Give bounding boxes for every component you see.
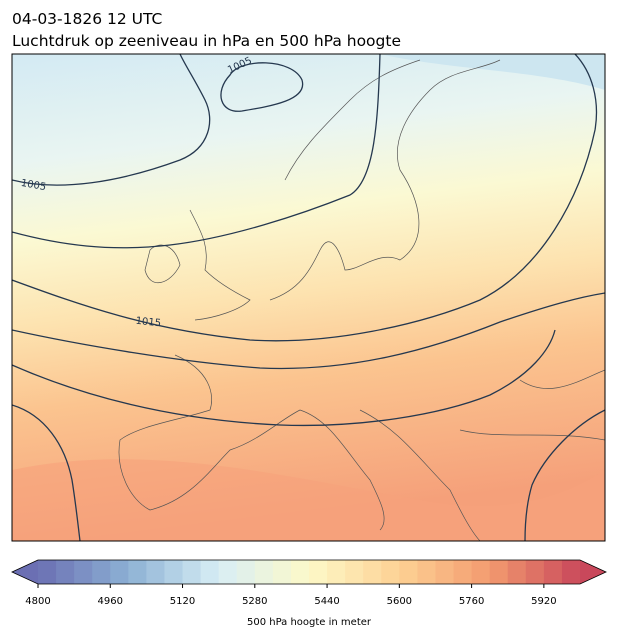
colorbar-band	[363, 560, 382, 584]
coastlines	[118, 59, 605, 541]
colorbar: 4800 4960 5120 5280 5440 5600 5760 5920	[11, 559, 607, 607]
colorbar-band	[345, 560, 364, 584]
map: 1005 1005 1015	[12, 54, 605, 541]
colorbar-band	[92, 560, 111, 584]
colorbar-band	[236, 560, 256, 584]
colorbar-band	[146, 560, 165, 584]
colorbar-band	[254, 560, 274, 584]
colorbar-band	[74, 560, 93, 584]
colorbar-band	[489, 560, 509, 584]
colorbar-tick-label: 5280	[242, 596, 267, 607]
colorbar-tick-label: 5600	[387, 596, 412, 607]
colorbar-outline	[11, 559, 607, 585]
colorbar-band	[38, 560, 57, 584]
title: 04-03-1826 12 UTC	[12, 10, 162, 28]
colorbar-band	[561, 560, 581, 584]
colorbar-tick-label: 5120	[170, 596, 195, 607]
colorbar-extend-low	[12, 560, 38, 584]
colorbar-band	[435, 560, 455, 584]
contour-label: 1005	[20, 178, 47, 193]
colorbar-band	[218, 560, 238, 584]
colorbar-label: 500 hPa hoogte in meter	[247, 617, 372, 628]
colorbar-band	[182, 560, 202, 584]
colorbar-band	[543, 560, 563, 584]
colorbar-band	[164, 560, 184, 584]
subtitle: Luchtdruk op zeeniveau in hPa en 500 hPa…	[12, 32, 401, 50]
colorbar-extend-high	[580, 560, 606, 584]
colorbar-band	[56, 560, 75, 584]
colorbar-tick-label: 5760	[459, 596, 484, 607]
colorbar-band	[381, 560, 400, 584]
colorbar-band	[290, 560, 310, 584]
colorbar-band	[525, 560, 545, 584]
colorbar-band	[110, 560, 129, 584]
isobars	[12, 54, 605, 541]
colorbar-band	[327, 560, 346, 584]
height-band	[380, 54, 605, 90]
colorbar-band	[507, 560, 527, 584]
colorbar-band	[399, 560, 418, 584]
height-band	[12, 459, 605, 541]
colorbar-band	[453, 560, 473, 584]
map-frame	[11, 53, 606, 542]
colorbar-band	[200, 560, 220, 584]
colorbar-tick-label: 5440	[314, 596, 339, 607]
colorbar-tick-label: 4800	[25, 596, 50, 607]
colorbar-band	[471, 560, 491, 584]
colorbar-band	[309, 560, 328, 584]
colorbar-band	[272, 560, 292, 584]
contour-label: 1015	[135, 316, 161, 330]
colorbar-band	[128, 560, 147, 584]
colorbar-tick-label: 5920	[531, 596, 556, 607]
colorbar-band	[417, 560, 436, 584]
colorbar-tick-label: 4960	[98, 596, 123, 607]
